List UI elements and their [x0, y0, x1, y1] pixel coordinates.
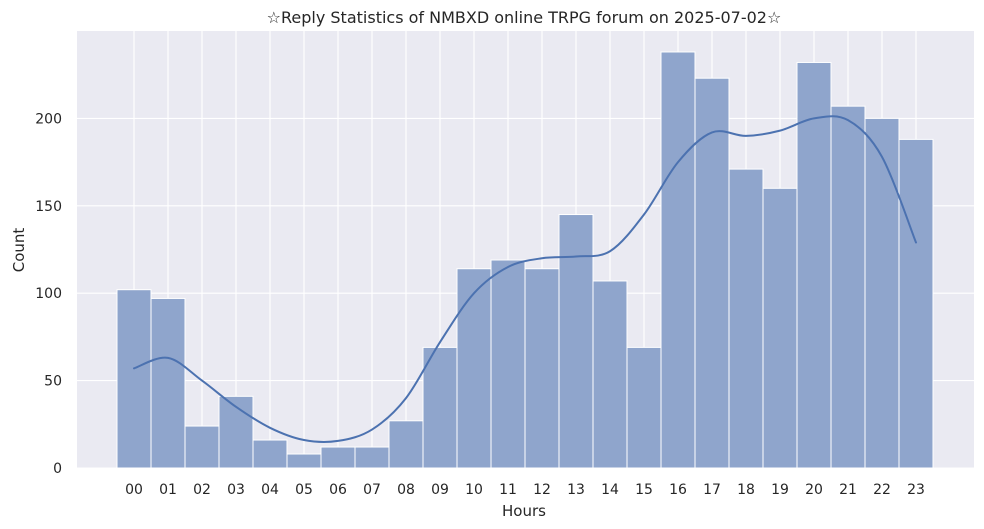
bar-03	[218, 395, 254, 469]
x-tick-label-00: 00	[125, 482, 143, 498]
bar-20	[796, 61, 832, 469]
x-tick-label-13: 13	[567, 482, 585, 498]
bar-02	[184, 425, 220, 469]
bar-15	[626, 346, 662, 469]
x-tick-label-21: 21	[839, 482, 857, 498]
bar-19	[762, 187, 798, 469]
bar-10	[456, 268, 492, 469]
x-axis-label: Hours	[502, 502, 546, 520]
kde-line-group	[133, 115, 917, 443]
y-tick-label-150: 150	[35, 199, 62, 215]
x-tick-label-05: 05	[295, 482, 313, 498]
bar-05	[286, 453, 322, 469]
x-tick-label-10: 10	[465, 482, 483, 498]
y-tick-label-100: 100	[35, 286, 62, 302]
chart-title: ☆Reply Statistics of NMBXD online TRPG f…	[267, 8, 782, 27]
bar-16	[660, 51, 696, 469]
y-tick-label-0: 0	[53, 461, 62, 477]
y-tick-labels: 0 50 100 150 200	[35, 111, 62, 477]
x-tick-label-15: 15	[635, 482, 653, 498]
y-tick-label-50: 50	[44, 374, 62, 390]
bar-01	[150, 297, 186, 469]
bar-08	[388, 420, 424, 469]
x-tick-label-09: 09	[431, 482, 449, 498]
bar-12	[524, 268, 560, 469]
bar-00	[116, 289, 152, 469]
x-tick-label-22: 22	[873, 482, 891, 498]
x-tick-label-18: 18	[737, 482, 755, 498]
x-tick-label-23: 23	[907, 482, 925, 498]
x-tick-label-01: 01	[159, 482, 177, 498]
x-tick-label-07: 07	[363, 482, 381, 498]
bar-17	[694, 77, 730, 469]
bar-21	[830, 105, 866, 469]
x-tick-label-02: 02	[193, 482, 211, 498]
x-tick-label-14: 14	[601, 482, 619, 498]
kde-line	[133, 115, 917, 443]
bar-11	[490, 259, 526, 469]
x-tick-label-03: 03	[227, 482, 245, 498]
x-tick-label-19: 19	[771, 482, 789, 498]
bar-18	[728, 168, 764, 469]
bar-13	[558, 214, 594, 469]
y-axis-label: Count	[10, 228, 28, 273]
x-tick-label-20: 20	[805, 482, 823, 498]
bar-14	[592, 280, 628, 469]
bar-07	[354, 446, 390, 469]
bars	[116, 51, 934, 469]
bar-23	[898, 138, 934, 469]
x-tick-label-12: 12	[533, 482, 551, 498]
y-tick-label-200: 200	[35, 111, 62, 127]
x-tick-label-06: 06	[329, 482, 347, 498]
x-tick-label-08: 08	[397, 482, 415, 498]
bar-09	[422, 346, 458, 469]
x-tick-labels: 00 01 02 03 04 05 06 07 08 09 10 11 12 13 14 15 16 17 18 19…	[125, 482, 925, 498]
x-tick-label-17: 17	[703, 482, 721, 498]
bar-06	[320, 446, 356, 469]
x-tick-label-16: 16	[669, 482, 687, 498]
bar-04	[252, 439, 288, 469]
x-tick-label-11: 11	[499, 482, 517, 498]
bar-22	[864, 117, 900, 469]
x-tick-label-04: 04	[261, 482, 279, 498]
